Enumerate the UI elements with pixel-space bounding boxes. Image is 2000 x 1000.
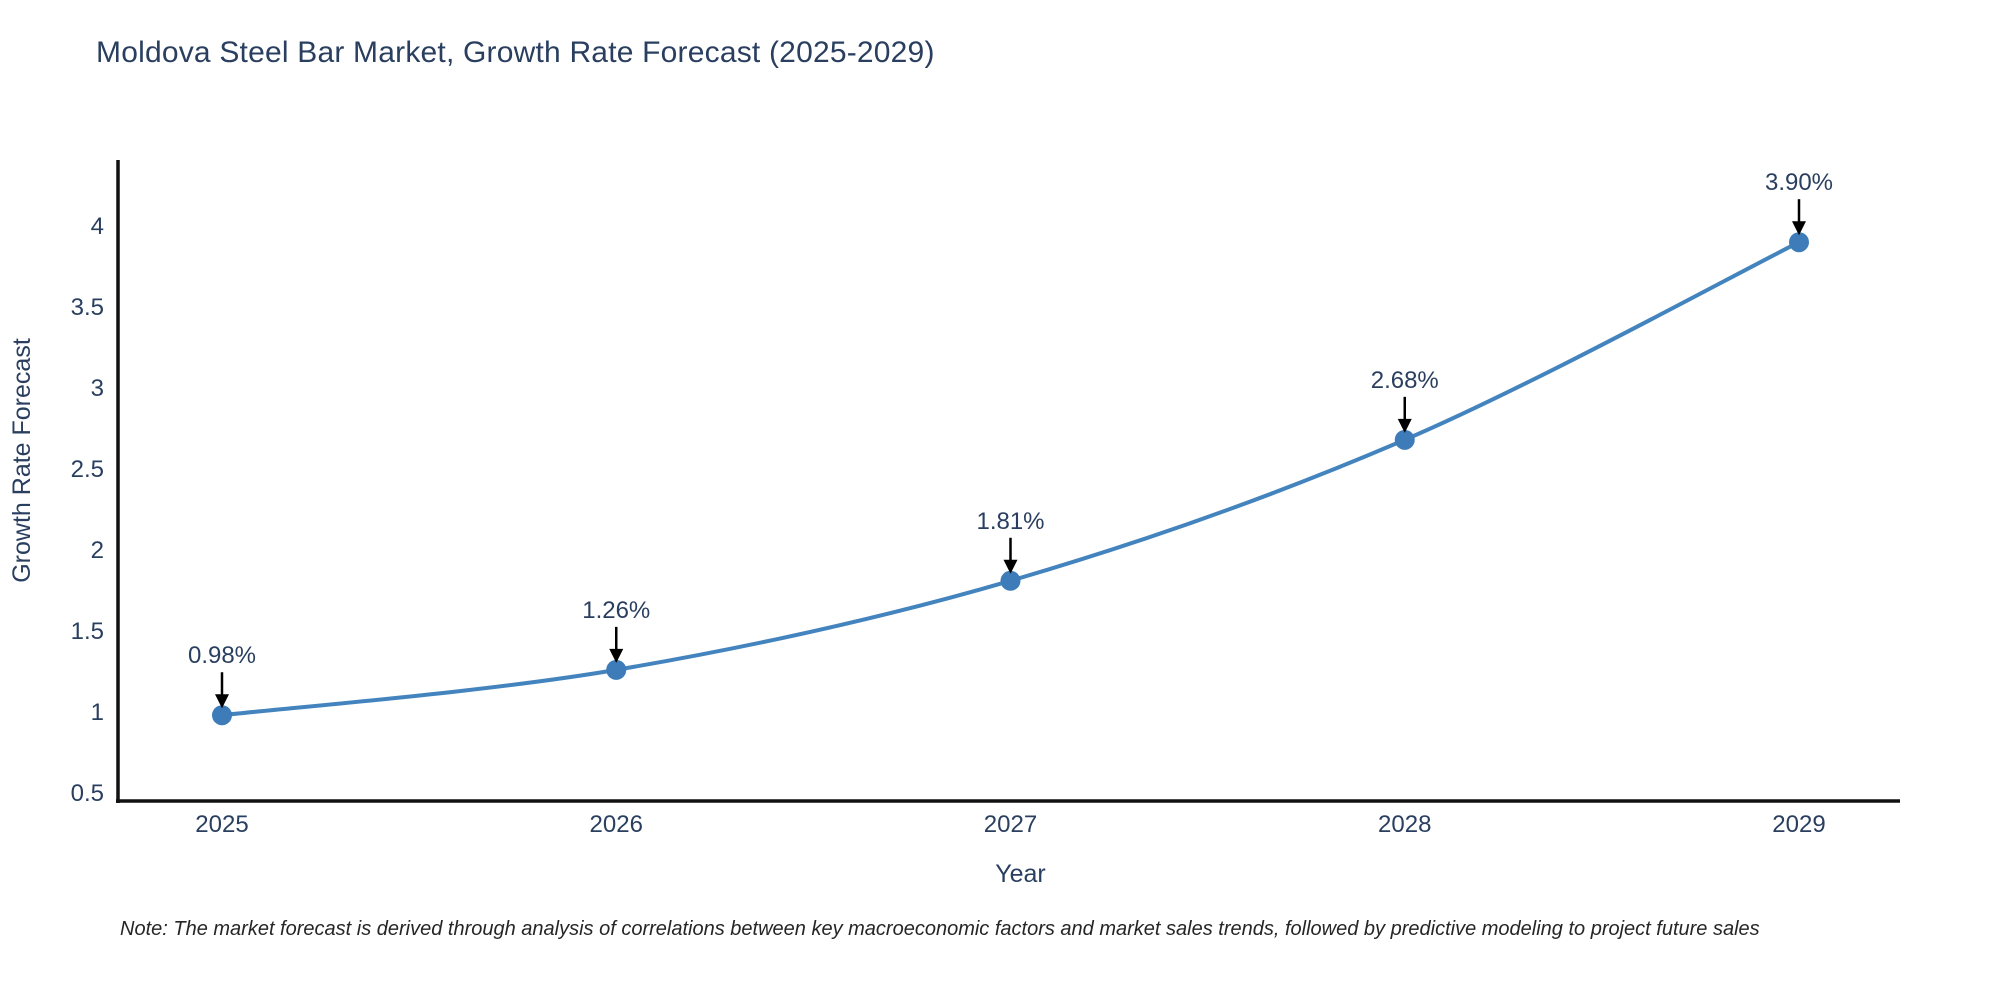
y-tick-label: 1.5 <box>71 618 104 645</box>
annotation-arrowhead <box>1792 221 1806 236</box>
annotation-arrowhead <box>215 694 229 709</box>
point-annotation: 1.81% <box>976 508 1044 535</box>
point-annotation: 2.68% <box>1371 367 1439 394</box>
y-tick-label: 4 <box>91 213 104 240</box>
data-point-2028 <box>1394 429 1415 450</box>
point-annotation: 1.26% <box>582 597 650 624</box>
y-tick-label: 3.5 <box>71 294 104 321</box>
y-tick-label: 1 <box>91 699 104 726</box>
point-annotation: 3.90% <box>1765 169 1833 196</box>
data-point-2026 <box>606 659 627 680</box>
forecast-line <box>220 240 1801 718</box>
x-tick-label: 2028 <box>1378 811 1431 838</box>
annotation-arrowhead <box>1397 418 1412 433</box>
point-annotation: 0.98% <box>188 642 256 669</box>
data-point-2029 <box>1789 232 1809 253</box>
chart-title: Moldova Steel Bar Market, Growth Rate Fo… <box>96 36 935 69</box>
y-tick-label: 3 <box>91 375 104 402</box>
annotation-arrowhead <box>1003 559 1018 574</box>
x-axis-title: Year <box>995 860 1046 888</box>
y-tick-label: 2 <box>91 537 104 564</box>
x-tick-label: 2025 <box>195 811 248 838</box>
x-tick-label: 2029 <box>1772 811 1825 838</box>
footnote: Note: The market forecast is derived thr… <box>120 918 1760 940</box>
annotation-arrowhead <box>609 648 624 663</box>
y-axis-title: Growth Rate Forecast <box>8 338 36 583</box>
y-tick-label: 2.5 <box>71 456 104 483</box>
data-point-2027 <box>1000 570 1021 591</box>
x-tick-label: 2026 <box>590 811 643 838</box>
y-tick-label: 0.5 <box>71 780 104 807</box>
x-tick-label: 2027 <box>984 811 1037 838</box>
data-point-2025 <box>212 705 232 726</box>
